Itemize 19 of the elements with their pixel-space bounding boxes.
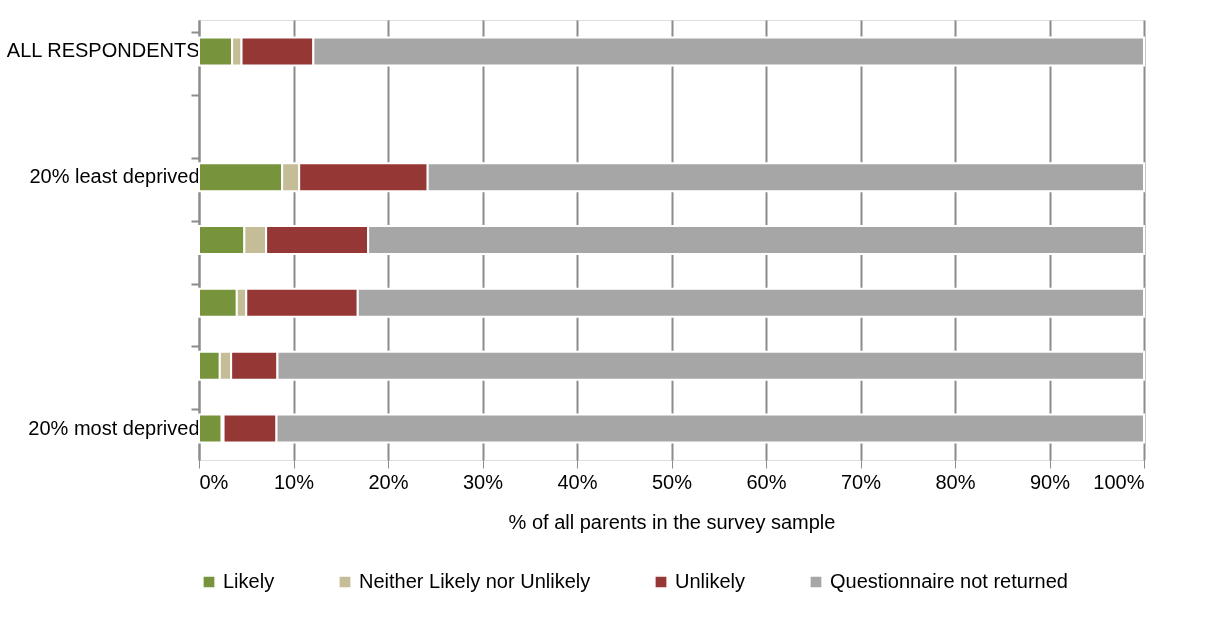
x-tick-label: 100% — [1093, 470, 1145, 493]
legend-label: Questionnaire not returned — [830, 570, 1068, 592]
y-tick-label: 20% least deprived — [29, 165, 200, 188]
legend-label: Likely — [223, 570, 275, 592]
x-tick-label: 80% — [935, 470, 976, 493]
y-tick-label: 20% most deprived — [28, 416, 200, 439]
y-tick-label: ALL RESPONDENTS — [6, 39, 200, 62]
x-tick-label: 70% — [840, 470, 882, 493]
x-tick-label: 0% — [199, 470, 229, 493]
x-tick-label: 60% — [746, 470, 787, 493]
x-tick-label: 10% — [273, 470, 315, 493]
x-tick-label: 40% — [557, 470, 598, 493]
legend-label: Neither Likely nor Unlikely — [359, 570, 591, 592]
x-axis-title: % of all parents in the survey sample — [508, 510, 836, 533]
x-tick-label: 90% — [1029, 470, 1071, 493]
x-tick-label: 20% — [368, 470, 409, 493]
legend-label: Unlikely — [675, 570, 746, 592]
x-tick-label: 30% — [462, 470, 504, 493]
x-tick-label: 50% — [651, 470, 693, 493]
